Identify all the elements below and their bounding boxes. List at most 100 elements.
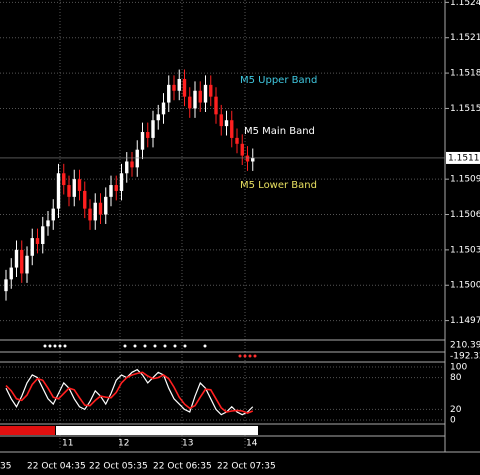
candle-body — [146, 132, 150, 138]
candle-body — [172, 84, 176, 91]
candle-body — [182, 78, 187, 97]
candle-body — [167, 84, 171, 103]
dot — [53, 344, 57, 348]
candle-body — [41, 226, 45, 244]
candle-body — [156, 114, 160, 121]
candle-body — [135, 149, 139, 168]
candle-body — [77, 179, 82, 191]
candle-body — [230, 120, 234, 138]
y-tick-label: 1.14975 — [450, 316, 480, 326]
dot — [248, 354, 252, 358]
candle-body — [109, 185, 113, 197]
candle-body — [30, 238, 34, 256]
x-tick-label: 22 Oct 07:35 — [217, 462, 276, 472]
candle-body — [104, 196, 108, 215]
indicator-label: 210.397 — [450, 341, 480, 351]
y-tick-label: 1.15005 — [450, 281, 480, 291]
strength-bar — [0, 426, 55, 435]
day-label: 12 — [118, 439, 129, 449]
candle-body — [125, 161, 129, 174]
candle-body — [25, 255, 29, 274]
x-tick-label: 22 Oct 06:35 — [153, 462, 212, 472]
candle-body — [4, 279, 8, 292]
candle-body — [203, 84, 208, 103]
y-tick-label: 1.15185 — [450, 69, 480, 79]
candle-body — [198, 90, 202, 103]
dot — [48, 344, 52, 348]
candle-body — [177, 78, 181, 91]
candle-body — [51, 208, 55, 221]
y-tick-label: 1.15035 — [450, 245, 480, 255]
candle-body — [62, 173, 66, 186]
dot — [153, 344, 157, 348]
candle-body — [114, 185, 118, 191]
x-tick-label: 35 — [0, 462, 11, 472]
candle-body — [161, 102, 166, 115]
candle-body — [130, 161, 134, 168]
candle-body — [240, 143, 244, 156]
dot — [143, 344, 147, 348]
day-label: 14 — [246, 439, 258, 449]
candle-body — [151, 120, 155, 138]
candle-body — [245, 155, 250, 162]
signal-dots — [43, 344, 207, 348]
y-tick-label: 1.15215 — [450, 33, 480, 43]
y-tick-label: 1.15095 — [450, 175, 480, 185]
y-tick-label: 0 — [450, 416, 456, 426]
candle-body — [46, 220, 50, 227]
band-label: M5 Main Band — [244, 126, 315, 137]
stochastic-line — [5, 371, 254, 414]
x-tick-label: 22 Oct 05:35 — [89, 462, 148, 472]
candle-body — [193, 90, 197, 109]
candle-body — [56, 173, 61, 209]
last-price-label: 1.15113 — [448, 153, 480, 163]
candle-body — [67, 185, 71, 197]
dot — [183, 344, 187, 348]
candle-body — [188, 96, 192, 109]
candle-body — [83, 190, 87, 209]
time-grid — [59, 0, 246, 450]
candle-body — [251, 157, 255, 162]
candle-body — [20, 249, 24, 274]
stochastic-line — [5, 368, 254, 416]
dot — [253, 354, 257, 358]
y-tick-label: 1.15245 — [450, 0, 480, 8]
candle-body — [119, 173, 124, 191]
dot — [58, 344, 62, 348]
dot — [123, 344, 127, 348]
y-tick-label: 80 — [450, 373, 462, 383]
candle-body — [140, 132, 145, 150]
day-label: 13 — [182, 439, 193, 449]
candle-body — [93, 202, 97, 221]
dot — [43, 344, 47, 348]
candle-body — [14, 249, 19, 268]
y-tick-label: 1.15155 — [450, 104, 480, 114]
x-tick-label: 22 Oct 04:35 — [27, 462, 86, 472]
band-label: M5 Lower Band — [240, 180, 317, 191]
dot — [203, 344, 207, 348]
signal-dots — [238, 354, 257, 358]
band-label: M5 Upper Band — [240, 75, 317, 86]
candle-body — [35, 238, 40, 244]
candle-body — [88, 208, 92, 221]
y-tick-label: 100 — [450, 363, 467, 373]
candle-body — [219, 114, 223, 127]
y-tick-label: 1.15065 — [450, 210, 480, 220]
dot — [63, 344, 67, 348]
dot — [173, 344, 177, 348]
candle-body — [209, 84, 213, 97]
candle-body — [9, 267, 13, 280]
candle-body — [98, 202, 103, 215]
candle-body — [72, 179, 76, 197]
candle-body — [214, 96, 218, 115]
indicator-label: -192.320 — [450, 352, 480, 362]
strength-bar — [56, 426, 258, 435]
dot — [243, 354, 247, 358]
last-price-box — [446, 151, 480, 164]
dot — [238, 354, 242, 358]
candle-body — [224, 120, 229, 127]
dot — [163, 344, 167, 348]
day-label: 11 — [62, 439, 73, 449]
